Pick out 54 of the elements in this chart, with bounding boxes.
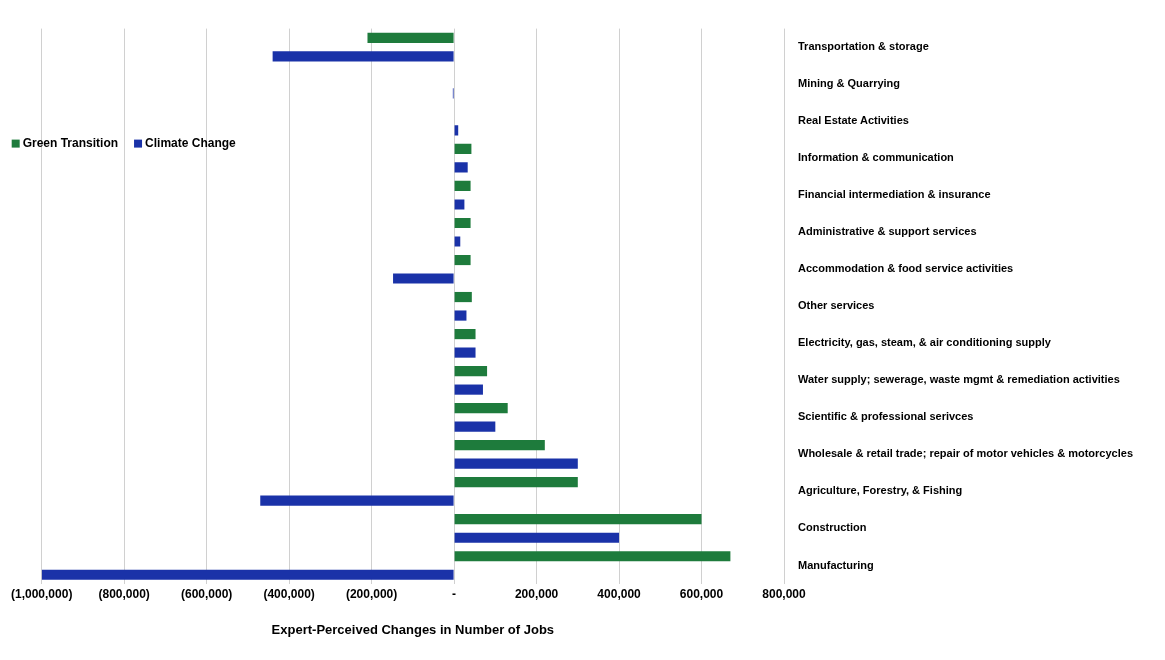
bar <box>260 495 454 506</box>
bar <box>454 236 461 247</box>
y-tick-label: Other services <box>798 299 875 312</box>
bar <box>454 291 472 303</box>
bar <box>272 51 454 62</box>
x-tick-label: (800,000) <box>98 586 150 601</box>
bar <box>454 199 465 210</box>
bar <box>454 532 620 543</box>
bar <box>454 217 471 229</box>
y-tick-label: Water supply; sewerage, waste mgmt & remediation activities <box>798 373 1120 386</box>
bar <box>454 366 488 377</box>
y-tick-label: Mining & Quarrying <box>798 77 901 90</box>
y-tick-label: Manufacturing <box>798 558 874 571</box>
x-tick-label: 600,000 <box>679 586 724 601</box>
bar <box>41 569 454 580</box>
x-tick-label: (600,000) <box>180 586 233 601</box>
x-tick-label: (400,000) <box>263 586 315 601</box>
bar <box>454 551 731 562</box>
bar <box>454 347 476 358</box>
bar <box>454 458 578 469</box>
x-tick-label: (1,000,000) <box>10 586 73 601</box>
legend-label: Climate Change <box>145 135 237 150</box>
y-tick-label: Scientific & professional serivces <box>798 410 974 423</box>
bar <box>454 384 483 395</box>
x-tick-label: - <box>452 586 457 601</box>
y-tick-label: Transportation & storage <box>798 40 929 53</box>
y-tick-label: Accommodation & food service activities <box>798 262 1014 275</box>
y-tick-label: Agriculture, Forestry, & Fishing <box>798 484 963 497</box>
y-tick-label: Information & communication <box>798 151 955 164</box>
bar <box>454 514 702 525</box>
y-tick-label: Electricity, gas, steam, & air conditioning supply <box>798 336 1052 349</box>
x-axis-title: Expert-Perceived Changes in Number of Jobs <box>271 621 555 637</box>
y-tick-label: Financial intermediation & insurance <box>798 188 991 201</box>
bar <box>454 403 508 414</box>
x-tick-label: 400,000 <box>597 586 642 601</box>
bar <box>367 32 454 43</box>
y-tick-label: Real Estate Activities <box>798 114 909 127</box>
bar <box>454 254 471 266</box>
y-tick-label: Administrative & support services <box>798 225 977 238</box>
y-tick-label: Construction <box>798 521 867 534</box>
y-tick-label: Wholesale & retail trade; repair of motor vehicles & motorcycles <box>798 447 1133 460</box>
bar <box>393 273 454 284</box>
legend-label: Green Transition <box>22 135 119 150</box>
bar <box>454 162 468 173</box>
x-tick-label: 200,000 <box>514 586 559 601</box>
bar <box>454 421 496 432</box>
bar <box>454 328 476 340</box>
x-tick-label: (200,000) <box>345 586 398 601</box>
bar <box>454 440 545 451</box>
bar <box>454 143 472 155</box>
bar <box>454 180 471 192</box>
x-tick-label: 800,000 <box>762 586 807 601</box>
bar <box>454 310 467 321</box>
bar <box>454 477 578 488</box>
